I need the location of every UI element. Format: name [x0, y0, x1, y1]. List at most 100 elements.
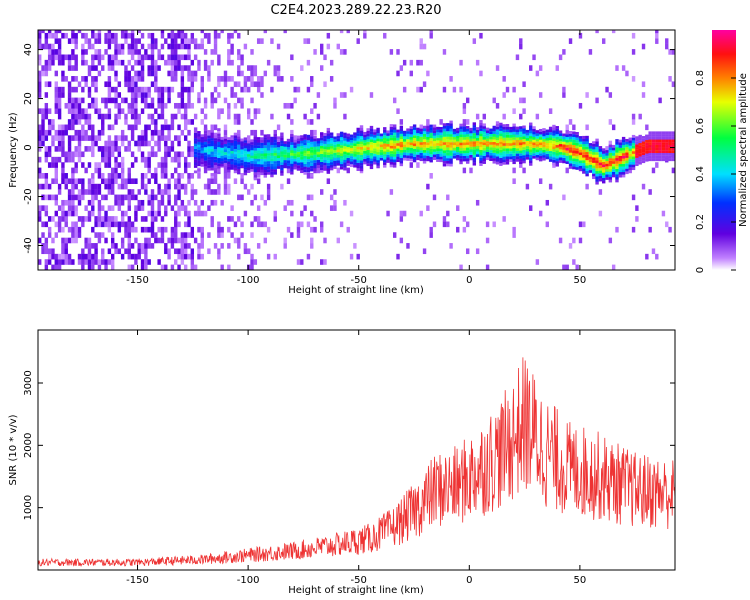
spectrogram-cell [87, 189, 92, 195]
spectrogram-cell [369, 144, 374, 148]
spectrogram-cell [71, 178, 75, 185]
spectrogram-cell [250, 166, 254, 170]
spectrogram-cell [409, 150, 413, 154]
spectrogram-cell [190, 232, 195, 238]
spectrogram-cell [240, 59, 244, 66]
spectrogram-cell [346, 157, 350, 161]
spectrogram-cell [283, 141, 287, 144]
spectrogram-cell [164, 243, 168, 249]
spectrogram-cell [256, 166, 261, 170]
spectrogram-cell [446, 221, 450, 228]
spectrogram-cell [661, 139, 666, 143]
spectrogram-cell [439, 159, 443, 163]
spectrogram-cell [300, 164, 304, 168]
spectrogram-cell [71, 232, 75, 238]
spectrogram-cell [412, 132, 417, 136]
spectrogram-cell [77, 113, 82, 120]
spectrogram-cell [51, 135, 55, 141]
spectrogram-cell [107, 30, 112, 34]
spectrogram-cell [44, 243, 49, 249]
spectrogram-cell [177, 32, 181, 39]
spectrogram-cell [167, 43, 171, 50]
spectrogram-cell [71, 167, 75, 174]
spectrogram-cell [356, 138, 360, 142]
spectrogram-frame [37, 29, 676, 271]
spectrogram-cell [499, 157, 503, 161]
spectrogram-cell [200, 163, 204, 167]
spectrogram-cell [127, 108, 131, 114]
spectrogram-cell [615, 65, 619, 71]
spectrogram-cell [578, 138, 583, 142]
spectrogram-cell [502, 92, 506, 98]
spectrogram-cell [383, 159, 387, 163]
spectrogram-cell [333, 189, 337, 195]
spectrogram-cell [210, 143, 214, 147]
spectrogram-cell [333, 163, 337, 167]
spectrogram-cell [38, 205, 42, 211]
spectrogram-cell [326, 138, 331, 142]
spectrogram-cell [203, 32, 208, 39]
spectrogram-cell [392, 143, 397, 147]
spectrogram-cell [396, 70, 400, 77]
spectrogram-cell [376, 127, 380, 131]
spectrogram-cell [310, 237, 314, 244]
spectrogram-cell [283, 205, 287, 211]
colorbar-tick-label: 0.2 [695, 214, 706, 230]
spectrogram-cell [529, 141, 533, 145]
spectrogram-cell [74, 162, 78, 168]
spectrogram-cell [183, 156, 188, 163]
spectrogram-cell [227, 139, 231, 143]
spectrogram-cell [174, 216, 178, 222]
spectrogram-cell [260, 142, 264, 146]
spectrogram-cell [449, 131, 453, 135]
spectrogram-cell [71, 86, 75, 93]
spectrogram-cell [346, 149, 350, 153]
spectrogram-cell [174, 70, 178, 77]
spectrogram-cell [107, 173, 112, 179]
spectrogram-cell [57, 216, 62, 222]
spectrogram-cell [336, 138, 340, 142]
spectrogram-cell [260, 92, 264, 98]
spectrogram-cell [300, 146, 304, 149]
spectrogram-cell [213, 178, 218, 185]
spectrogram-cell [67, 81, 72, 88]
spectrogram-cell [465, 155, 470, 159]
spectrogram-cell [635, 205, 639, 211]
spectrogram-cell [94, 253, 98, 260]
spectrogram-cell [376, 165, 380, 169]
spectrogram-cell [240, 173, 244, 179]
spectrogram-cell [631, 194, 636, 201]
spectrogram-cell [343, 138, 347, 141]
spectrogram-cell [183, 65, 188, 71]
spectrogram-cell [97, 162, 102, 168]
spectrogram-cell [532, 134, 536, 138]
spectrogram-cell [164, 264, 168, 270]
spectrogram-cell [213, 86, 218, 93]
spectrogram-cell [127, 140, 131, 147]
spectrogram-cell [203, 155, 208, 159]
spectrogram-cell [101, 194, 105, 201]
spectrogram-cell [475, 143, 480, 147]
spectrogram-cell [127, 232, 131, 238]
spectrogram-cell [227, 173, 231, 179]
spectrogram-cell [54, 92, 58, 98]
spectrogram-cell [565, 147, 569, 151]
spectrogram-cell [585, 173, 589, 177]
spectrogram-cell [220, 243, 224, 249]
spectrogram-cell [250, 81, 254, 88]
spectrogram-cell [223, 162, 228, 166]
spectrogram-cell [203, 167, 208, 174]
spectrogram-cell [270, 142, 274, 145]
spectrogram-cell [94, 140, 98, 147]
spectrogram-cell [535, 130, 540, 134]
spectrogram-cell [233, 146, 238, 149]
spectrogram-cell [84, 135, 88, 141]
spectrogram-cell [200, 243, 204, 249]
spectrogram-cell [618, 142, 622, 146]
spectrogram-cell [389, 140, 394, 144]
spectrogram-cell [256, 172, 261, 175]
spectrogram-cell [568, 139, 573, 142]
spectrogram-cell [170, 43, 175, 50]
spectrogram-cell [359, 144, 364, 147]
spectrogram-cell [44, 151, 49, 158]
